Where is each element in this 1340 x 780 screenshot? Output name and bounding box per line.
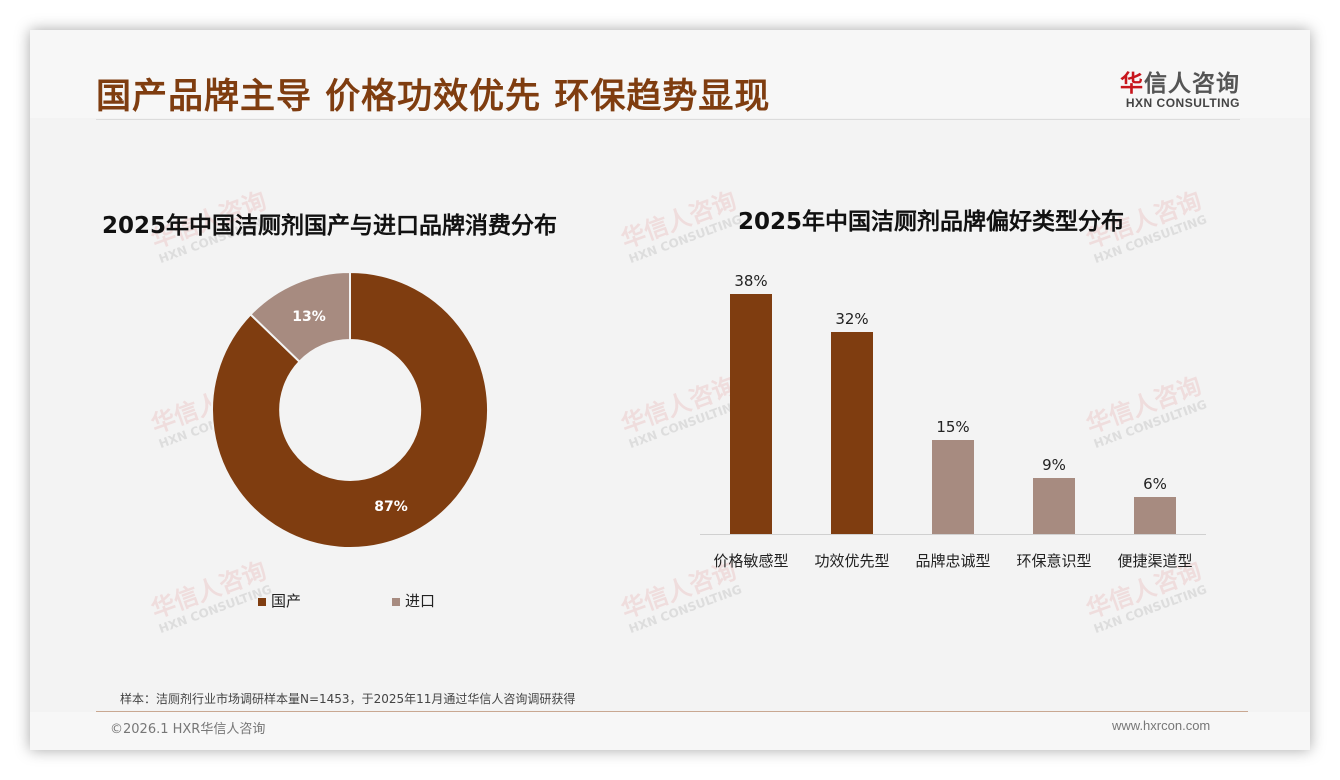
logo-cn-text: 信人咨询 xyxy=(1144,71,1240,97)
copyright: ©2026.1 HXR华信人咨询 xyxy=(110,722,266,737)
donut-chart: 13% 87% xyxy=(211,270,489,549)
title-divider xyxy=(96,119,1240,120)
donut-slice-imported xyxy=(249,270,351,364)
legend-item-imported: 进口 xyxy=(392,590,435,611)
footer-divider xyxy=(96,711,1248,712)
bar-eco-conscious xyxy=(1033,478,1075,534)
bar-value: 15% xyxy=(936,418,970,436)
legend-item-domestic: 国产 xyxy=(258,590,301,611)
bar-chart-title: 2025年中国洁厕剂品牌偏好类型分布 xyxy=(738,209,1125,235)
page-title: 国产品牌主导 价格功效优先 环保趋势显现 xyxy=(96,77,771,117)
legend-swatch xyxy=(258,597,266,606)
legend-swatch xyxy=(392,597,400,606)
bar-value: 9% xyxy=(1042,456,1066,474)
website-link[interactable]: www.hxrcon.com xyxy=(1112,718,1211,733)
bar-chart: 38% 32% 15% 9% 6% xyxy=(700,268,1206,534)
label-imported: 13% xyxy=(292,309,326,325)
bar-efficacy-first xyxy=(831,332,873,534)
header-band xyxy=(30,30,1310,118)
x-tick-label: 便捷渠道型 xyxy=(1117,552,1193,570)
bar-value: 6% xyxy=(1143,475,1167,493)
sample-note: 样本：洁厕剂行业市场调研样本量N=1453，于2025年11月通过华信人咨询调研… xyxy=(120,692,576,706)
footer-band xyxy=(30,712,1310,750)
bar-price-sensitive xyxy=(730,294,772,534)
company-logo: 华信人咨询 HXN CONSULTING xyxy=(1110,64,1240,110)
x-tick-label: 功效优先型 xyxy=(814,552,890,570)
donut-chart-title: 2025年中国洁厕剂国产与进口品牌消费分布 xyxy=(102,213,558,239)
logo-en-text: HXN CONSULTING xyxy=(1125,96,1240,110)
slide: 国产品牌主导 价格功效优先 环保趋势显现 华信人咨询 HXN CONSULTIN… xyxy=(30,30,1310,750)
donut-slice-domestic xyxy=(211,270,489,549)
x-tick-label: 价格敏感型 xyxy=(713,552,789,570)
logo-red-char: 华 xyxy=(1120,71,1144,97)
label-domestic: 87% xyxy=(374,499,408,515)
x-tick-label: 品牌忠诚型 xyxy=(915,552,991,570)
bar-value: 32% xyxy=(835,310,869,328)
x-tick-label: 环保意识型 xyxy=(1016,552,1092,570)
bar-brand-loyal xyxy=(932,440,974,534)
bar-value: 38% xyxy=(734,272,768,290)
x-axis-line xyxy=(700,534,1206,535)
bar-convenience-channel xyxy=(1134,497,1176,534)
